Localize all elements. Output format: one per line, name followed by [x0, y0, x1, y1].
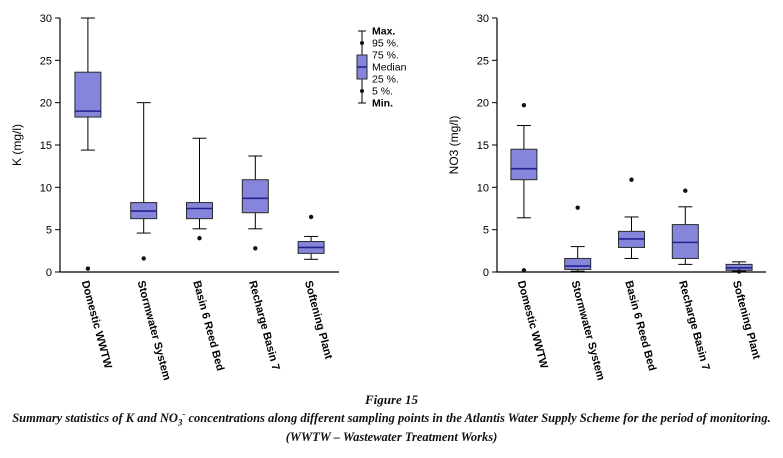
y-tick-label: 5 — [46, 225, 52, 237]
iqr-box — [186, 202, 213, 220]
y-tick-label: 25 — [477, 55, 489, 67]
legend-item-label: 5 %. — [372, 86, 393, 98]
k-boxplot-chart: 0 5 10 15 20 25 30 K (mg/l) Domestic WWTW Stormwa… — [10, 13, 339, 382]
legend-item-label: 75 %. — [372, 50, 399, 62]
no3-boxplot-chart: 0 5 10 15 20 25 30 NO3 (mg/l) Domestic WWTW Storm… — [447, 13, 766, 382]
boxplot-group: Recharge Basin 7 — [241, 155, 282, 372]
y-tick-label: 25 — [40, 55, 52, 67]
y-tick-label: 0 — [483, 267, 489, 279]
legend-item-label: Max. — [372, 26, 395, 38]
boxplot-group: Basin 6 Reed Bed — [618, 177, 658, 372]
category-label: Recharge Basin 7 — [676, 279, 711, 371]
boxplot-group: Stormwater System — [130, 102, 173, 382]
outlier-dot — [141, 256, 146, 261]
iqr-box — [564, 257, 592, 270]
outlier-dot — [575, 205, 580, 210]
category-label: Recharge Basin 7 — [246, 279, 281, 371]
y-axis-title: K (mg/l) — [10, 124, 24, 166]
caption-post: concentrations along different sampling … — [185, 411, 771, 426]
figure-caption-text: Summary statistics of K and NO3- concent… — [0, 409, 783, 429]
legend-item-label: Median — [372, 62, 407, 74]
category-label: Softening Plant — [730, 279, 763, 360]
boxplot-group: Domestic WWTW — [74, 17, 114, 370]
y-tick-label: 20 — [477, 98, 489, 110]
legend-5-dot — [360, 89, 364, 93]
outlier-dot — [521, 268, 527, 273]
legend: Max. 95 %. 75 %. Median 25 %. 5 %. Min. — [351, 18, 443, 123]
outlier-dot — [197, 235, 202, 241]
outlier-dot — [683, 188, 688, 193]
legend-95-dot — [360, 41, 364, 45]
iqr-box — [671, 224, 699, 259]
boxplot-group: Domestic WWTW — [510, 103, 550, 370]
outlier-dot — [85, 266, 91, 271]
y-tick-label: 20 — [40, 98, 52, 110]
y-tick-label: 30 — [477, 13, 489, 25]
boxplot-group: Recharge Basin 7 — [671, 188, 712, 372]
legend-item-label: 95 %. — [372, 38, 399, 50]
caption-sup: - — [182, 409, 186, 419]
iqr-box — [510, 148, 538, 181]
outlier-dot — [308, 214, 314, 220]
figure-credit: (WWTW – Wastewater Treatment Works) — [285, 429, 498, 444]
legend-item-label: 25 %. — [372, 74, 399, 86]
category-label: Basin 6 Reed Bed — [190, 279, 226, 372]
y-tick-label: 5 — [483, 225, 489, 237]
outlier-dot — [629, 177, 634, 182]
category-label: Domestic WWTW — [79, 279, 114, 370]
category-label: Stormwater System — [135, 279, 173, 382]
y-tick-label: 15 — [477, 140, 489, 152]
outlier-dot — [253, 246, 258, 251]
boxplot-group: Stormwater System — [564, 205, 607, 382]
y-tick-label: 0 — [46, 267, 52, 279]
category-label: Basin 6 Reed Bed — [622, 279, 658, 372]
boxplot-group: Softening Plant — [725, 261, 763, 361]
caption-pre: Summary statistics of K and NO — [12, 411, 178, 426]
y-tick-label: 10 — [477, 182, 489, 194]
category-label: Softening Plant — [302, 279, 335, 360]
outlier-dot — [521, 103, 527, 108]
outlier-dot — [736, 269, 742, 274]
y-tick-label: 10 — [40, 182, 52, 194]
figure-label: Figure 15 — [364, 392, 419, 407]
legend-item-label: Min. — [372, 98, 393, 110]
category-label: Stormwater System — [569, 279, 607, 382]
category-label: Domestic WWTW — [515, 279, 550, 370]
iqr-box — [74, 71, 102, 118]
y-tick-label: 15 — [40, 140, 52, 152]
iqr-box — [241, 179, 269, 214]
boxplot-group: Basin 6 Reed Bed — [186, 137, 226, 372]
charts-row: 0 5 10 15 20 25 30 K (mg/l) Domestic WWTW Stormwa… — [10, 13, 766, 382]
y-axis-title: NO3 (mg/l) — [447, 116, 461, 175]
figure-caption-block: Figure 15 Summary statistics of K and NO… — [0, 392, 783, 445]
caption-sub: 3 — [177, 417, 183, 428]
boxplot-group: Softening Plant — [297, 214, 335, 361]
y-tick-label: 30 — [40, 13, 52, 25]
